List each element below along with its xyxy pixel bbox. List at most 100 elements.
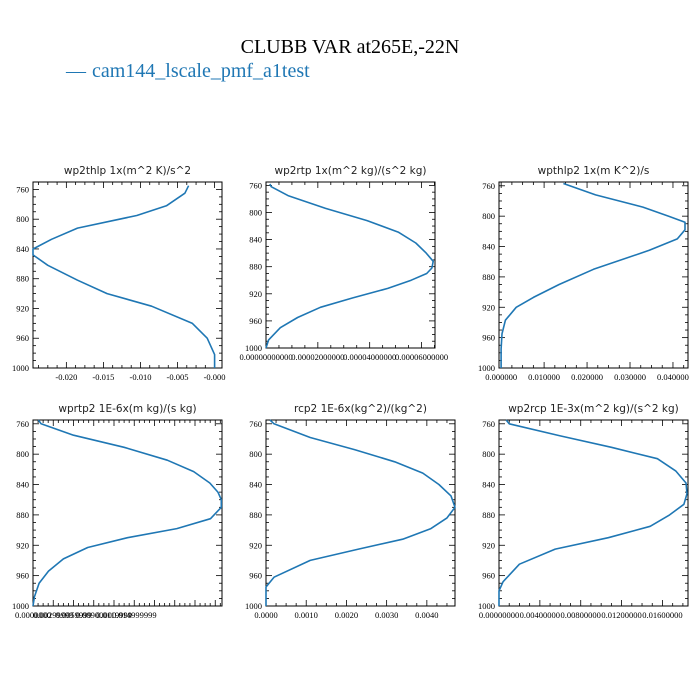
- axes-frame: [32, 419, 223, 607]
- legend-line-marker: —: [66, 60, 86, 82]
- x-tick-label: 0.00299999: [33, 610, 73, 620]
- subplot-4: wprtp2 1E-6x(m kg)/(s kg) 760 800 840 880 920…: [12, 403, 223, 620]
- x-tick-label: 0.000000: [485, 372, 517, 382]
- x-tick-label: -0.020: [55, 372, 77, 382]
- series-line: [265, 419, 456, 606]
- y-tick-label: 800: [249, 449, 262, 459]
- y-tick-label: 1000: [478, 363, 495, 373]
- y-tick-label: 760: [16, 184, 29, 194]
- y-tick-label: 840: [249, 480, 262, 490]
- x-tick-label: 0.014999999: [112, 610, 157, 620]
- y-tick-label: 800: [482, 449, 495, 459]
- y-tick-label: 960: [482, 333, 495, 343]
- x-tick-label: 0.01200000: [601, 610, 641, 620]
- x-tick-label: 0.0119999: [96, 610, 132, 620]
- axes-frame: [265, 419, 456, 607]
- y-tick-label: 800: [482, 211, 495, 221]
- axes-frame: [498, 419, 689, 607]
- y-tick-label: 920: [482, 302, 495, 312]
- y-tick-label: 960: [482, 571, 495, 581]
- x-tick-label: 0.00000000: [479, 610, 519, 620]
- y-tick-label: 880: [16, 274, 29, 284]
- subplot-title: wp2rcp 1E-3x(m^2 kg)/(s^2 kg): [508, 403, 679, 415]
- y-tick-label: 880: [249, 510, 262, 520]
- subplot-title: rcp2 1E-6x(kg^2)/(kg^2): [294, 403, 427, 415]
- y-tick-label: 840: [482, 480, 495, 490]
- subplot-3: wpthlp2 1x(m K^2)/s 760 800 840 880 920 960 100…: [478, 165, 689, 382]
- y-tick-label: 760: [482, 419, 495, 429]
- y-tick-label: 1000: [12, 601, 29, 611]
- legend-label: cam144_lscale_pmf_a1test: [92, 60, 310, 82]
- x-tick-label: -0.000: [204, 372, 226, 382]
- y-tick-label: 880: [482, 510, 495, 520]
- subplot-title: wp2rtp 1x(m^2 kg)/(s^2 kg): [274, 165, 426, 177]
- y-tick-label: 760: [249, 419, 262, 429]
- x-tick-label: -0.010: [129, 372, 151, 382]
- y-tick-label: 880: [16, 510, 29, 520]
- y-tick-label: 920: [249, 540, 262, 550]
- x-tick-label: 0.0059999: [55, 610, 91, 620]
- x-tick-label: 0.00000000000: [239, 352, 292, 362]
- series-line: [265, 183, 435, 349]
- series-line: [498, 419, 688, 606]
- x-tick-label: 0.040000: [657, 372, 689, 382]
- y-tick-label: 800: [16, 214, 29, 224]
- subplot-1: wp2thlp 1x(m^2 K)/s^2 760 800 840 880 920 960 1…: [12, 165, 226, 382]
- subplot-5: rcp2 1E-6x(kg^2)/(kg^2) 760 800 840 880 920 96…: [245, 403, 456, 620]
- y-tick-label: 760: [16, 419, 29, 429]
- x-tick-label: -0.005: [167, 372, 189, 382]
- y-tick-label: 760: [482, 181, 495, 191]
- subplot-2: wp2rtp 1x(m^2 kg)/(s^2 kg) 760 800 840 880 92…: [239, 165, 448, 362]
- axes-frame: [32, 181, 223, 369]
- y-tick-label: 1000: [245, 343, 262, 353]
- series-line: [32, 419, 223, 607]
- x-tick-label: 0.00004000000: [343, 352, 396, 362]
- x-tick-label: 0.01600000: [642, 610, 682, 620]
- y-tick-label: 800: [249, 207, 262, 217]
- axes-frame: [498, 181, 689, 369]
- y-tick-label: 1000: [478, 601, 495, 611]
- x-tick-label: 0.0090000: [76, 610, 112, 620]
- subplot-title: wp2thlp 1x(m^2 K)/s^2: [64, 165, 191, 177]
- y-tick-label: 840: [249, 235, 262, 245]
- y-tick-label: 920: [249, 289, 262, 299]
- y-tick-label: 1000: [245, 601, 262, 611]
- x-tick-label: 0.0030: [375, 610, 398, 620]
- axes-frame: [265, 181, 436, 349]
- x-tick-label: 0.00400000: [520, 610, 560, 620]
- x-tick-label: 0.0000: [254, 610, 277, 620]
- y-tick-label: 920: [482, 540, 495, 550]
- x-tick-label: 0.0000000: [15, 610, 51, 620]
- y-tick-label: 880: [482, 272, 495, 282]
- x-tick-label: 0.0040: [415, 610, 438, 620]
- x-tick-label: 0.00800000: [561, 610, 601, 620]
- x-tick-label: 0.00006000000: [395, 352, 448, 362]
- y-tick-label: 840: [16, 244, 29, 254]
- subplot-title: wpthlp2 1x(m K^2)/s: [538, 165, 650, 177]
- y-tick-label: 840: [482, 242, 495, 252]
- subplot-title: wprtp2 1E-6x(m kg)/(s kg): [58, 403, 196, 415]
- y-tick-label: 960: [16, 571, 29, 581]
- y-tick-label: 1000: [12, 363, 29, 373]
- series-line: [500, 182, 686, 368]
- y-tick-label: 920: [16, 303, 29, 313]
- x-tick-label: 0.0010: [295, 610, 318, 620]
- subplot-6: wp2rcp 1E-3x(m^2 kg)/(s^2 kg) 760 800 840 88…: [478, 403, 689, 620]
- y-tick-label: 880: [249, 262, 262, 272]
- figure-title: CLUBB VAR at265E,-22N: [240, 36, 460, 58]
- y-tick-label: 760: [249, 180, 262, 190]
- y-tick-label: 960: [16, 333, 29, 343]
- y-tick-label: 960: [249, 316, 262, 326]
- x-tick-label: -0.015: [92, 372, 114, 382]
- x-tick-label: 0.020000: [571, 372, 603, 382]
- x-tick-label: 0.00002000000: [291, 352, 344, 362]
- x-tick-label: 0.010000: [528, 372, 560, 382]
- series-line: [32, 185, 216, 368]
- y-tick-label: 800: [16, 449, 29, 459]
- y-tick-label: 920: [16, 540, 29, 550]
- x-tick-label: 0.030000: [614, 372, 646, 382]
- y-tick-label: 840: [16, 480, 29, 490]
- y-tick-label: 960: [249, 571, 262, 581]
- legend: — cam144_lscale_pmf_a1test: [66, 60, 310, 83]
